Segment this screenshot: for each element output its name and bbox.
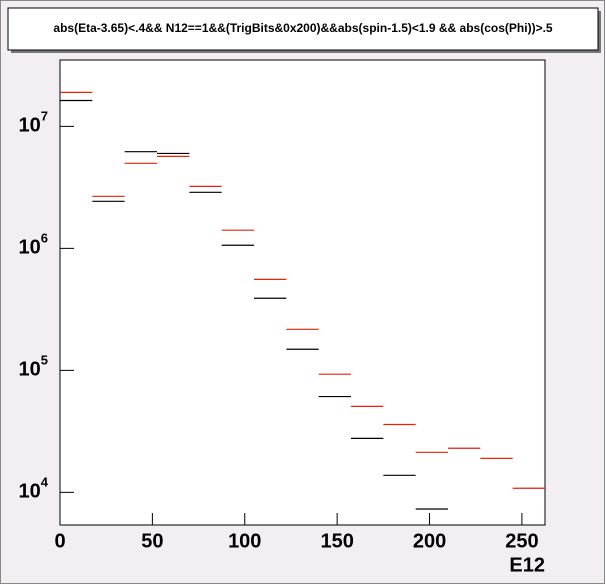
- y-tick-label: 107: [19, 109, 48, 137]
- y-tick-label: 106: [19, 231, 48, 259]
- y-tick-exponent: 7: [41, 109, 48, 124]
- x-tick-label: 50: [141, 530, 163, 552]
- title-box: [7, 7, 599, 51]
- plot-frame: [59, 59, 546, 526]
- y-tick-exponent: 6: [41, 231, 48, 246]
- y-tick-label: 105: [19, 353, 48, 381]
- y-tick-exponent: 4: [41, 475, 49, 490]
- x-tick-label: 150: [320, 530, 353, 552]
- x-tick-label: 0: [54, 530, 65, 552]
- x-tick-label: 200: [413, 530, 446, 552]
- y-tick-base: 10: [19, 359, 41, 381]
- y-tick-base: 10: [19, 481, 41, 503]
- x-tick-label: 250: [505, 530, 538, 552]
- chart-title: abs(Eta-3.65)<.4&& N12==1&&(TrigBits&0x2…: [53, 21, 552, 35]
- x-tick-label: 100: [228, 530, 261, 552]
- x-axis-label: E12: [509, 554, 545, 576]
- y-tick-base: 10: [19, 237, 41, 259]
- y-tick-exponent: 5: [41, 353, 48, 368]
- y-tick-base: 10: [19, 115, 41, 137]
- y-tick-label: 104: [19, 475, 49, 503]
